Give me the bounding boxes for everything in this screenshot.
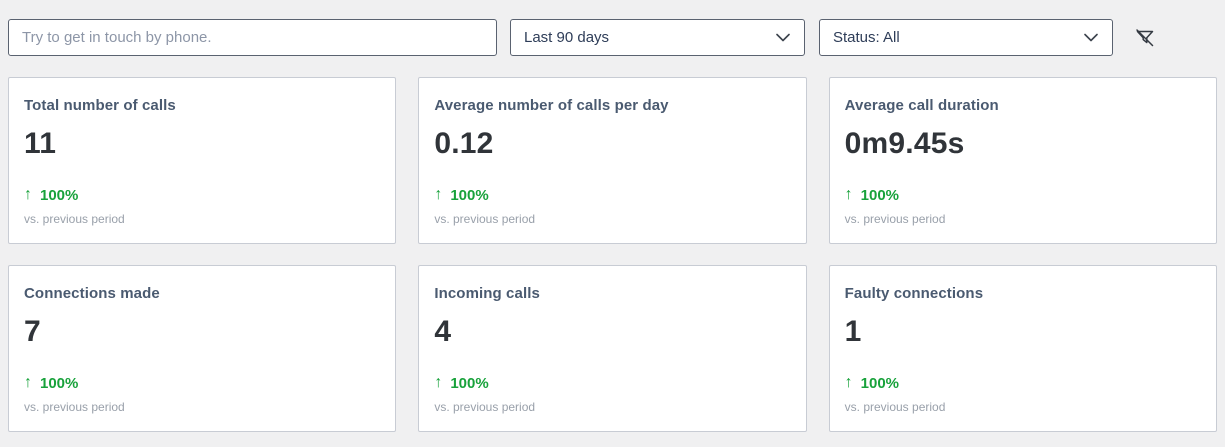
date-range-select[interactable]: Last 90 days bbox=[510, 19, 805, 56]
status-value: Status: All bbox=[833, 29, 900, 46]
stats-card-grid: Total number of calls 11 ↑ 100% vs. prev… bbox=[8, 77, 1217, 432]
arrow-up-icon: ↑ bbox=[844, 374, 853, 391]
arrow-up-icon: ↑ bbox=[434, 374, 443, 391]
card-title: Faulty connections bbox=[844, 285, 984, 302]
card-title: Incoming calls bbox=[434, 285, 540, 302]
trend-caption: vs. previous period bbox=[844, 212, 946, 226]
card-title: Connections made bbox=[24, 285, 160, 302]
card-incoming-calls: Incoming calls 4 ↑ 100% vs. previous per… bbox=[418, 265, 807, 432]
card-average-calls-per-day: Average number of calls per day 0.12 ↑ 1… bbox=[418, 77, 807, 244]
date-range-value: Last 90 days bbox=[524, 29, 610, 46]
trend-indicator: ↑ 100% bbox=[845, 186, 1200, 204]
trend-indicator: ↑ 100% bbox=[434, 374, 789, 392]
trend-value: 100% bbox=[450, 186, 489, 204]
filter-toolbar: Last 90 days Status: All bbox=[0, 0, 1225, 56]
trend-caption: vs. previous period bbox=[844, 400, 946, 414]
search-input[interactable] bbox=[8, 19, 497, 56]
card-value: 11 bbox=[24, 127, 57, 160]
card-value: 4 bbox=[434, 315, 452, 348]
card-connections-made: Connections made 7 ↑ 100% vs. previous p… bbox=[8, 265, 397, 432]
chevron-down-icon bbox=[776, 33, 790, 42]
status-select[interactable]: Status: All bbox=[819, 19, 1113, 56]
trend-caption: vs. previous period bbox=[24, 212, 125, 226]
arrow-up-icon: ↑ bbox=[844, 186, 853, 203]
card-average-call-duration: Average call duration 0m9.45s ↑ 100% vs.… bbox=[828, 77, 1217, 244]
card-title: Average call duration bbox=[844, 97, 999, 114]
filter-slash-icon bbox=[1136, 28, 1154, 46]
card-value: 7 bbox=[24, 315, 41, 348]
chevron-down-icon bbox=[1084, 33, 1098, 42]
trend-value: 100% bbox=[860, 374, 900, 392]
card-total-number-of-calls: Total number of calls 11 ↑ 100% vs. prev… bbox=[8, 77, 397, 244]
trend-caption: vs. previous period bbox=[434, 400, 536, 414]
arrow-up-icon: ↑ bbox=[434, 186, 443, 203]
trend-caption: vs. previous period bbox=[24, 400, 125, 414]
trend-value: 100% bbox=[450, 374, 489, 392]
card-value: 1 bbox=[844, 315, 862, 348]
card-value: 0.12 bbox=[434, 127, 494, 160]
trend-value: 100% bbox=[40, 374, 79, 392]
trend-value: 100% bbox=[860, 186, 900, 204]
card-faulty-connections: Faulty connections 1 ↑ 100% vs. previous… bbox=[828, 265, 1217, 432]
trend-value: 100% bbox=[40, 186, 79, 204]
card-title: Total number of calls bbox=[24, 97, 176, 114]
trend-indicator: ↑ 100% bbox=[434, 186, 789, 204]
trend-indicator: ↑ 100% bbox=[24, 374, 379, 392]
trend-caption: vs. previous period bbox=[434, 212, 536, 226]
arrow-up-icon: ↑ bbox=[24, 186, 32, 203]
clear-filters-button[interactable] bbox=[1131, 24, 1159, 52]
card-title: Average number of calls per day bbox=[434, 97, 669, 114]
arrow-up-icon: ↑ bbox=[24, 374, 32, 391]
card-value: 0m9.45s bbox=[844, 127, 965, 160]
trend-indicator: ↑ 100% bbox=[24, 186, 379, 204]
trend-indicator: ↑ 100% bbox=[845, 374, 1200, 392]
